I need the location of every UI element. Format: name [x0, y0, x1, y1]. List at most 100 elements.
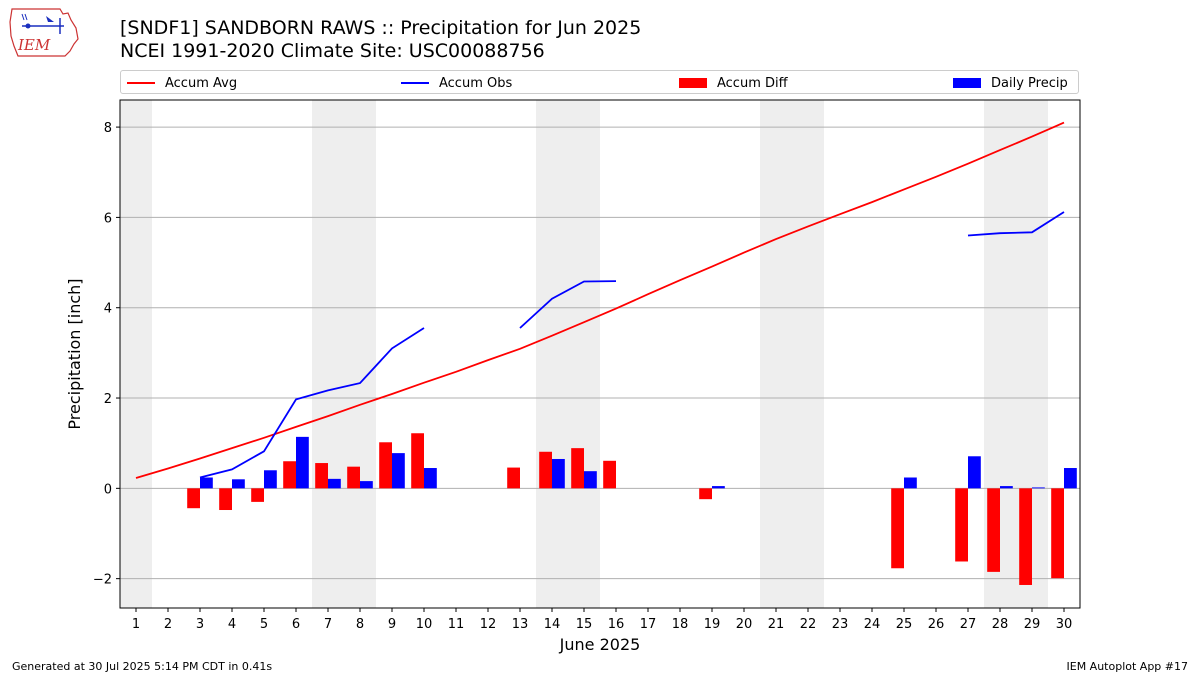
x-tick-label: 26: [928, 617, 945, 632]
x-tick-label: 3: [196, 617, 204, 632]
bar-daily-precip: [296, 436, 309, 489]
legend-item-accum-avg: Accum Avg: [127, 74, 237, 92]
x-tick-label: 19: [704, 617, 721, 632]
weekend-shade: [792, 100, 824, 608]
legend-item-accum-diff: Accum Diff: [679, 74, 788, 92]
bar-accum-diff: [219, 488, 232, 511]
bar-accum-diff: [507, 467, 520, 489]
bar-daily-precip: [360, 481, 373, 489]
bar-accum-diff: [187, 488, 200, 509]
x-tick-label: 30: [1056, 617, 1073, 632]
footer-generated-text: Generated at 30 Jul 2025 5:14 PM CDT in …: [12, 660, 273, 673]
legend: Accum Avg Accum Obs Accum Diff Daily Pre…: [120, 70, 1079, 94]
bar-daily-precip: [264, 470, 277, 489]
bar-daily-precip: [1000, 486, 1013, 489]
bar-accum-diff: [315, 463, 328, 489]
y-tick-label: 6: [104, 211, 112, 226]
bar-daily-precip: [552, 458, 565, 489]
y-tick-label: 4: [104, 302, 112, 317]
legend-label-accum-obs: Accum Obs: [439, 75, 513, 91]
x-tick-label: 7: [324, 617, 332, 632]
x-tick-label: 25: [896, 617, 913, 632]
x-tick-label: 29: [1024, 617, 1041, 632]
bar-accum-diff: [571, 448, 584, 489]
x-tick-label: 1: [132, 617, 140, 632]
x-tick-label: 6: [292, 617, 300, 632]
bar-accum-diff: [603, 460, 616, 489]
line-accum-avg: [135, 121, 1065, 479]
weekend-shade: [536, 100, 568, 608]
x-tick-label: 10: [416, 617, 433, 632]
x-tick-label: 14: [544, 617, 561, 632]
x-tick-label: 22: [800, 617, 817, 632]
bar-daily-precip: [232, 479, 245, 489]
footer-app-text: IEM Autoplot App #17: [1066, 660, 1189, 673]
bar-daily-precip: [968, 456, 981, 489]
x-tick-label: 13: [512, 617, 529, 632]
bar-daily-precip: [200, 477, 213, 489]
plot-frame: [119, 99, 1081, 609]
x-axis-label: June 2025: [559, 635, 641, 654]
legend-label-daily-precip: Daily Precip: [991, 75, 1068, 91]
bar-daily-precip: [392, 453, 405, 489]
x-tick-label: 21: [768, 617, 785, 632]
x-tick-label: 15: [576, 617, 593, 632]
chart-title: [SNDF1] SANDBORN RAWS :: Precipitation f…: [120, 17, 642, 39]
bar-daily-precip: [584, 471, 597, 489]
legend-swatch-accum-diff: [679, 78, 707, 88]
legend-swatch-accum-obs: [401, 82, 429, 84]
bar-daily-precip: [1064, 468, 1077, 489]
x-tick-label: 12: [480, 617, 497, 632]
bar-accum-diff: [955, 488, 968, 562]
x-tick-label: 27: [960, 617, 977, 632]
bar-accum-diff: [1019, 488, 1032, 585]
iem-logo: IEM: [9, 8, 79, 57]
x-tick-label: 24: [864, 617, 881, 632]
weekend-shade: [312, 100, 344, 608]
x-tick-label: 5: [260, 617, 268, 632]
x-tick-label: 17: [640, 617, 657, 632]
iem-logo-text: IEM: [17, 36, 51, 54]
bar-accum-diff: [283, 461, 296, 489]
legend-label-accum-diff: Accum Diff: [717, 75, 788, 91]
x-tick-label: 2: [164, 617, 172, 632]
bar-accum-diff: [699, 488, 712, 500]
bar-accum-diff: [379, 442, 392, 489]
bar-accum-diff: [539, 451, 552, 489]
y-axis-label: Precipitation [inch]: [65, 278, 84, 429]
weekend-shade: [120, 100, 152, 608]
x-tick-label: 28: [992, 617, 1009, 632]
y-tick-label: 8: [104, 121, 112, 136]
x-tick-label: 9: [388, 617, 396, 632]
x-tick-label: 4: [228, 617, 236, 632]
bar-daily-precip: [712, 486, 725, 489]
bar-daily-precip: [328, 478, 341, 489]
line-accum-obs: [519, 280, 617, 329]
x-tick-label: 23: [832, 617, 849, 632]
chart-subtitle: NCEI 1991-2020 Climate Site: USC00088756: [120, 40, 545, 62]
bar-daily-precip: [1032, 487, 1045, 489]
weekend-shade: [344, 100, 376, 608]
legend-swatch-accum-avg: [127, 82, 155, 84]
x-tick-label: 18: [672, 617, 689, 632]
bar-accum-diff: [987, 488, 1000, 572]
y-tick-label: −2: [93, 573, 112, 588]
weekend-shade: [760, 100, 792, 608]
x-tick-label: 8: [356, 617, 364, 632]
y-tick-label: 0: [104, 482, 112, 497]
bar-accum-diff: [347, 466, 360, 489]
bar-accum-diff: [251, 488, 264, 502]
bar-daily-precip: [904, 477, 917, 489]
line-accum-obs: [967, 211, 1065, 237]
y-tick-label: 2: [104, 392, 112, 407]
bar-accum-diff: [1051, 488, 1064, 579]
weekend-shade: [568, 100, 600, 608]
legend-label-accum-avg: Accum Avg: [165, 75, 238, 91]
bar-accum-diff: [891, 488, 904, 569]
line-accum-obs: [199, 327, 425, 479]
legend-item-daily-precip: Daily Precip: [953, 74, 1068, 92]
bar-daily-precip: [424, 468, 437, 489]
x-tick-label: 16: [608, 617, 625, 632]
legend-item-accum-obs: Accum Obs: [401, 74, 512, 92]
